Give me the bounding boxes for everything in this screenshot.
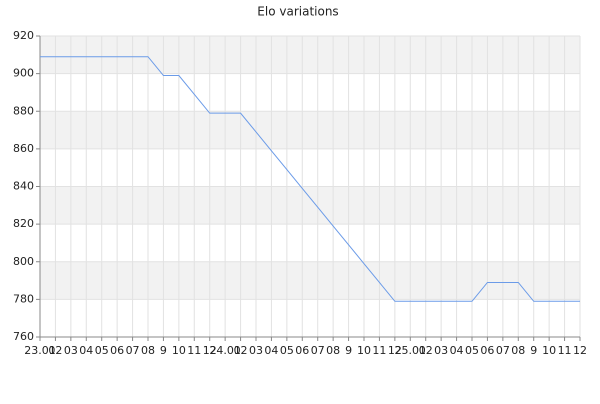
x-tick-label: 11 — [558, 344, 572, 357]
y-tick-label: 860 — [13, 142, 34, 155]
x-tick-label: 03 — [434, 344, 448, 357]
x-tick-label: 08 — [511, 344, 525, 357]
x-tick-label: 02 — [234, 344, 248, 357]
x-tick-label: 04 — [79, 344, 93, 357]
line — [40, 56, 580, 302]
x-tick-label: 08 — [326, 344, 340, 357]
x-tick-label: 08 — [141, 344, 155, 357]
x-tick-label: 06 — [110, 344, 124, 357]
grid-band — [40, 261, 580, 300]
y-tick-label: 840 — [13, 180, 34, 193]
x-tick-label: 03 — [64, 344, 78, 357]
x-tick-label: 9 — [345, 344, 352, 357]
x-tick-label: 07 — [496, 344, 510, 357]
x-tick-label: 11 — [187, 344, 201, 357]
x-tick-label: 02 — [419, 344, 433, 357]
x-tick-label: 06 — [295, 344, 309, 357]
x-tick-label: 9 — [530, 344, 537, 357]
grid-band — [40, 186, 580, 225]
x-tick-label: 04 — [264, 344, 278, 357]
x-tick-label: 07 — [311, 344, 325, 357]
x-tick-label: 11 — [372, 344, 386, 357]
y-tick-label: 900 — [13, 67, 34, 80]
x-tick-label: 07 — [126, 344, 140, 357]
x-tick-label: 04 — [450, 344, 464, 357]
y-tick-label: 880 — [13, 104, 34, 117]
x-tick-label: 05 — [95, 344, 109, 357]
y-tick-label: 760 — [13, 330, 34, 343]
grid-band — [40, 111, 580, 149]
x-tick-label: 05 — [465, 344, 479, 357]
y-tick-label: 920 — [13, 29, 34, 42]
x-tick-label: 25.01 — [395, 344, 427, 357]
x-tick-label: 06 — [480, 344, 494, 357]
x-tick-label: 10 — [172, 344, 186, 357]
x-tick-label: 23.01 — [24, 344, 56, 357]
x-tick-label: 05 — [280, 344, 294, 357]
y-tick-label: 780 — [13, 292, 34, 305]
y-tick-label: 800 — [13, 255, 34, 268]
x-tick-label: 24.01 — [209, 344, 241, 357]
x-tick-label: 10 — [357, 344, 371, 357]
x-tick-label: 02 — [48, 344, 62, 357]
x-tick-label: 03 — [249, 344, 263, 357]
grid-band — [40, 36, 580, 74]
chart-title: Elo variations — [257, 5, 338, 19]
x-tick-label: 10 — [542, 344, 556, 357]
x-tick-label: 12 — [203, 344, 217, 357]
x-tick-label: 12 — [388, 344, 402, 357]
x-tick-label: 12 — [573, 344, 587, 357]
x-tick-label: 9 — [160, 344, 167, 357]
y-tick-label: 820 — [13, 217, 34, 230]
